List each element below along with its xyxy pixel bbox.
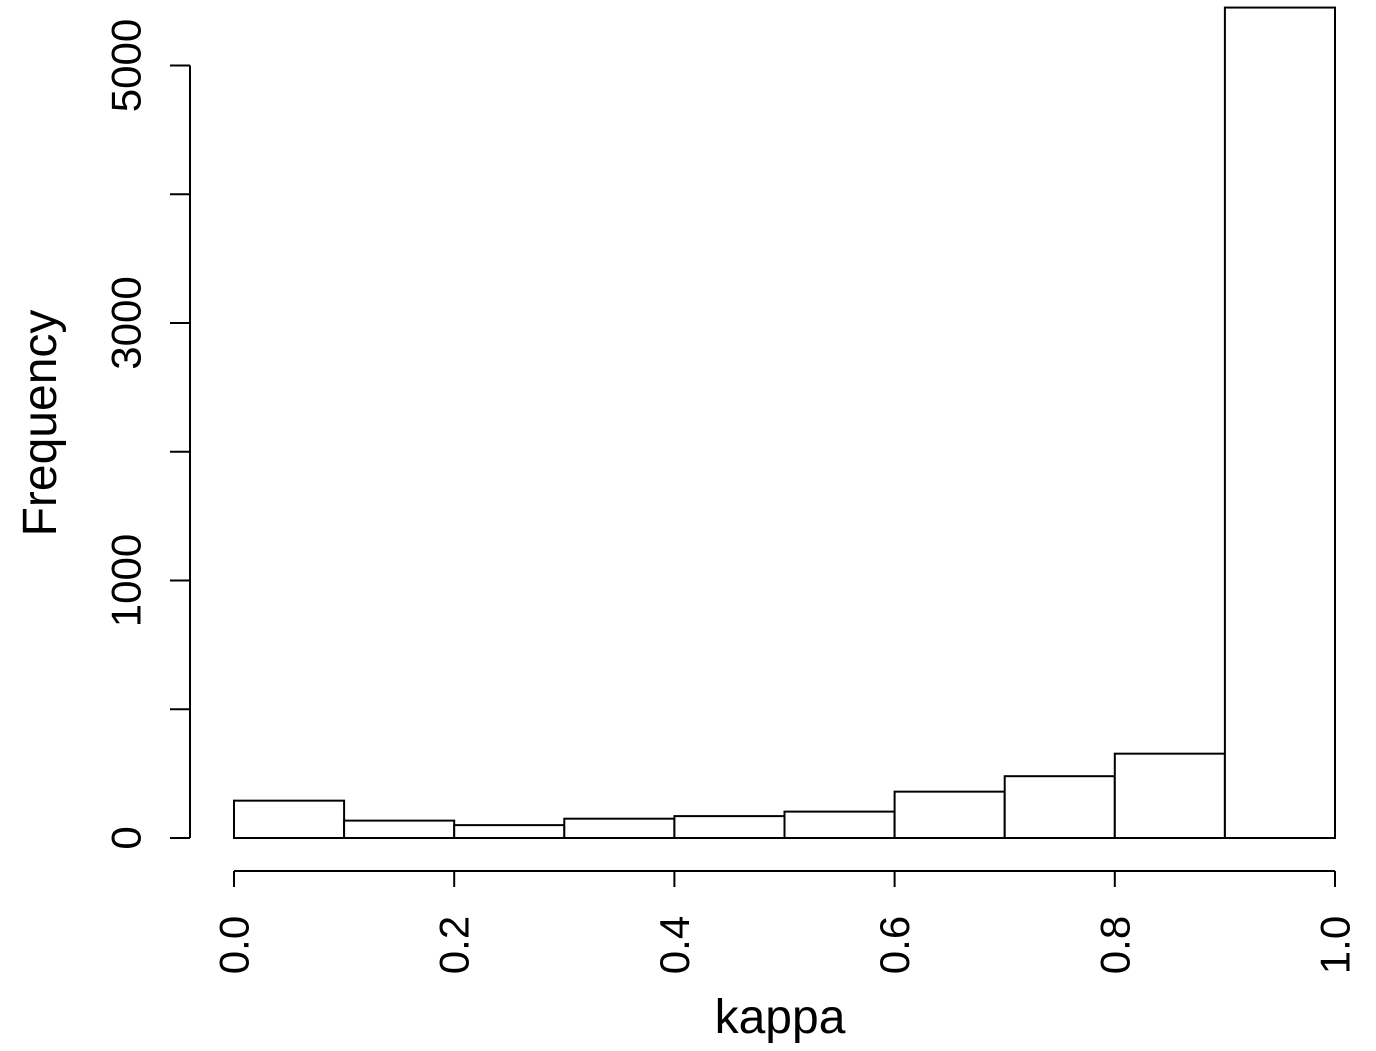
histogram-bar	[1113, 752, 1226, 840]
x-tick-label: 0.6	[871, 916, 918, 974]
y-axis: 0 1000 3000 5000	[103, 19, 191, 850]
x-axis-title: kappa	[715, 991, 846, 1044]
histogram-bar	[233, 799, 346, 839]
y-tick-label: 5000	[103, 19, 150, 112]
histogram-bar	[783, 810, 896, 840]
histogram-bar	[563, 817, 676, 839]
y-tick-label: 3000	[103, 276, 150, 369]
histogram-bar	[893, 790, 1006, 840]
histogram-bar	[673, 815, 786, 839]
y-tick-label: 0	[103, 826, 150, 849]
x-tick-label: 0.0	[211, 916, 258, 974]
bars-group	[233, 6, 1337, 840]
histogram-bar	[1003, 775, 1116, 840]
y-tick-label: 1000	[103, 534, 150, 627]
y-axis-title: Frequency	[14, 310, 67, 537]
x-tick-label: 0.4	[651, 916, 698, 974]
x-tick-label: 1.0	[1312, 916, 1359, 974]
histogram-bar	[453, 824, 566, 839]
histogram-bar	[1223, 6, 1337, 839]
x-tick-label: 0.2	[431, 916, 478, 974]
x-axis: 0.0 0.2 0.4 0.6 0.8 1.0	[211, 870, 1359, 974]
x-tick-label: 0.8	[1091, 916, 1138, 974]
histogram-bar	[343, 819, 456, 840]
